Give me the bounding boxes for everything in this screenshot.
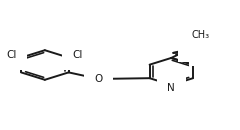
Text: O: O (95, 74, 103, 84)
Text: N: N (188, 41, 196, 51)
Text: CH₃: CH₃ (192, 30, 210, 40)
Text: Cl: Cl (6, 50, 17, 60)
Text: N: N (199, 45, 207, 55)
Text: N: N (168, 83, 175, 93)
Text: Cl: Cl (73, 50, 83, 60)
